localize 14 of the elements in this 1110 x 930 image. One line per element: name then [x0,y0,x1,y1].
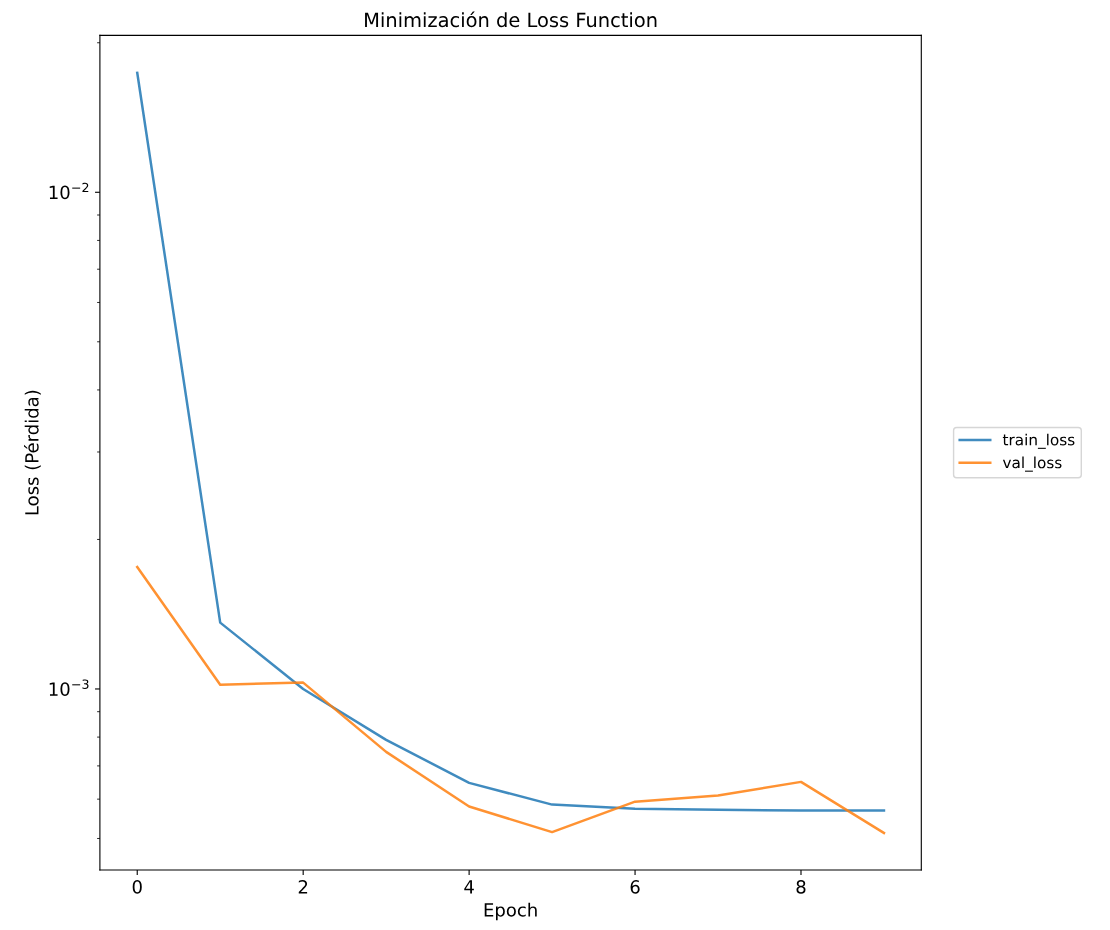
line-series [135,71,886,812]
chart-title: Minimización de Loss Function [365,11,657,28]
line-series [135,565,886,835]
legend-label: val_loss [1002,456,1062,472]
y-tick-label: 10$^{−3}$ [49,679,89,696]
x-tick-label: 4 [464,880,474,894]
x-tick-label: 2 [298,880,308,894]
x-tick-label: 6 [630,880,640,894]
legend-label: train_loss [1002,433,1075,449]
x-axis-title: Epoch [484,902,537,921]
y-tick-label: 10$^{−2}$ [49,182,89,200]
y-axis-title: Loss (Pérdida) [24,390,41,515]
x-tick-label: 0 [132,880,142,894]
x-tick-label: 8 [796,880,806,894]
